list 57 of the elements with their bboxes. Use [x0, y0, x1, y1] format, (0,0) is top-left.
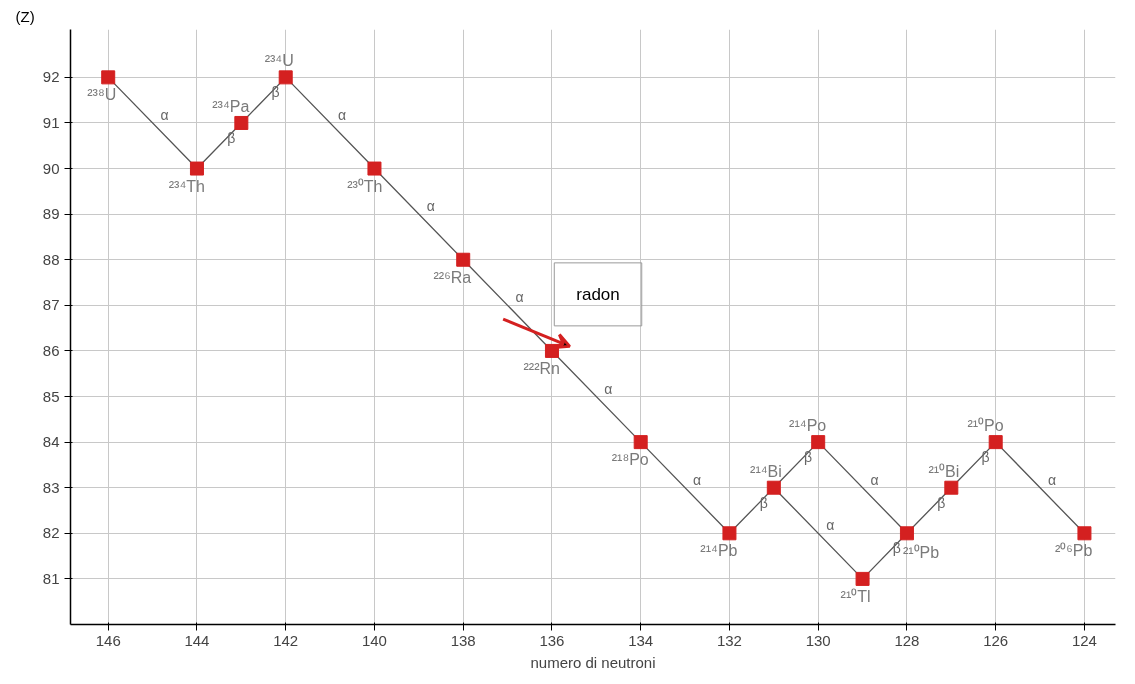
annotation: α: [426, 198, 435, 215]
x-tick-label: 144: [184, 631, 210, 649]
annotation: α: [604, 380, 613, 397]
x-tick-label: 146: [95, 631, 121, 649]
x-tick-label: 138: [450, 631, 476, 649]
annotation: α: [1048, 471, 1057, 488]
annotation: α: [693, 471, 702, 488]
annotation: α: [338, 106, 347, 123]
x-tick-label: 134: [628, 631, 654, 649]
annotation: α: [160, 106, 169, 123]
y-tick-label: 88: [42, 250, 60, 268]
annotation: ²⁰⁶Pb: [1054, 542, 1093, 560]
y-tick-label: 92: [42, 68, 60, 86]
annotation: ²¹⁰Bi: [928, 462, 960, 480]
x-tick-label: 140: [361, 631, 387, 649]
annotation: β: [981, 448, 990, 465]
y-tick-label: 81: [42, 569, 60, 587]
annotation: α: [515, 289, 524, 306]
y-tick-label: 84: [42, 433, 60, 451]
annotation: ²³⁸U: [87, 86, 117, 104]
x-tick-label: 126: [983, 631, 1009, 649]
annotation: ²¹⁴Bi: [750, 462, 782, 480]
annotation: ²²⁶Ra: [433, 268, 472, 286]
x-tick-label: 130: [805, 631, 831, 649]
annotation: α: [826, 517, 835, 534]
y-tick-label: 90: [42, 159, 60, 177]
annotation: β: [759, 494, 768, 511]
annotation: β: [804, 448, 813, 465]
y-tick-label: 89: [42, 205, 60, 223]
annotation: α: [870, 471, 879, 488]
x-tick-label: 128: [894, 631, 920, 649]
x-tick-label: 124: [1071, 631, 1097, 649]
annotation: ²³⁴Pa: [212, 97, 250, 115]
annotation: ²¹⁴Po: [789, 417, 827, 435]
x-axis-title: numero di neutroni: [530, 653, 656, 671]
annotation: ²²²Rn: [523, 359, 560, 377]
annotation: radon: [576, 284, 620, 304]
y-tick-label: 83: [42, 478, 60, 496]
y-tick-label: 82: [42, 524, 60, 542]
y-tick-label: 85: [42, 387, 60, 405]
annotation: ²¹⁰Pb: [902, 544, 940, 562]
annotation: ²³⁰Th: [347, 177, 383, 195]
y-axis-title: (Z): [15, 7, 35, 25]
annotation: ²³⁴Th: [168, 177, 205, 195]
annotation: ²¹⁰Tl: [840, 587, 871, 605]
y-tick-label: 87: [42, 296, 60, 314]
annotation: ²¹⁴Pb: [700, 542, 738, 560]
y-tick-label: 91: [42, 113, 60, 131]
x-tick-label: 142: [273, 631, 299, 649]
annotation: ²¹⁰Po: [967, 417, 1004, 435]
annotation: β: [271, 84, 280, 101]
x-tick-label: 136: [539, 631, 565, 649]
x-tick-label: 132: [716, 631, 742, 649]
y-tick-label: 86: [42, 341, 60, 359]
annotation: ²¹⁸Po: [611, 451, 649, 469]
annotation: ²³⁴U: [264, 52, 294, 70]
annotation: β: [227, 129, 236, 146]
